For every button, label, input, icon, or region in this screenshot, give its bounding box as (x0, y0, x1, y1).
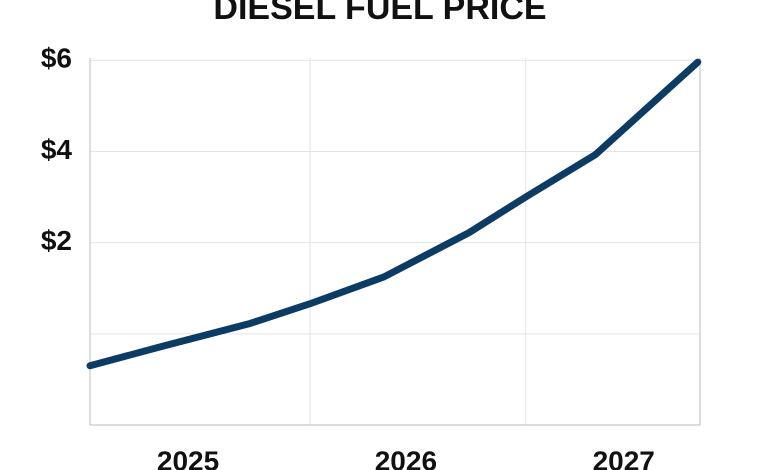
y-tick-label: $4 (41, 134, 73, 165)
x-tick-label: 2025 (157, 445, 219, 470)
y-tick-label: $6 (41, 43, 72, 74)
chart-title: DIESEL FUEL PRICE (213, 0, 546, 27)
x-tick-label: 2027 (593, 445, 655, 470)
y-tick-label: $2 (41, 225, 72, 256)
data-line (86, 58, 702, 370)
x-tick-label: 2026 (375, 445, 437, 470)
